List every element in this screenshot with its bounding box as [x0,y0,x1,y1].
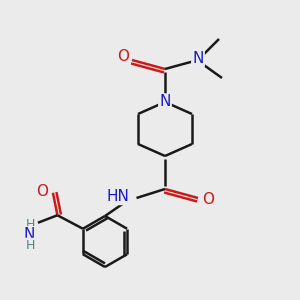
Text: N: N [23,227,35,242]
Text: HN: HN [106,189,129,204]
Text: H: H [26,239,35,252]
Text: O: O [202,192,214,207]
Text: O: O [36,184,48,199]
Text: H: H [26,218,35,231]
Text: N: N [192,51,204,66]
Text: O: O [117,50,129,64]
Text: N: N [159,94,171,110]
